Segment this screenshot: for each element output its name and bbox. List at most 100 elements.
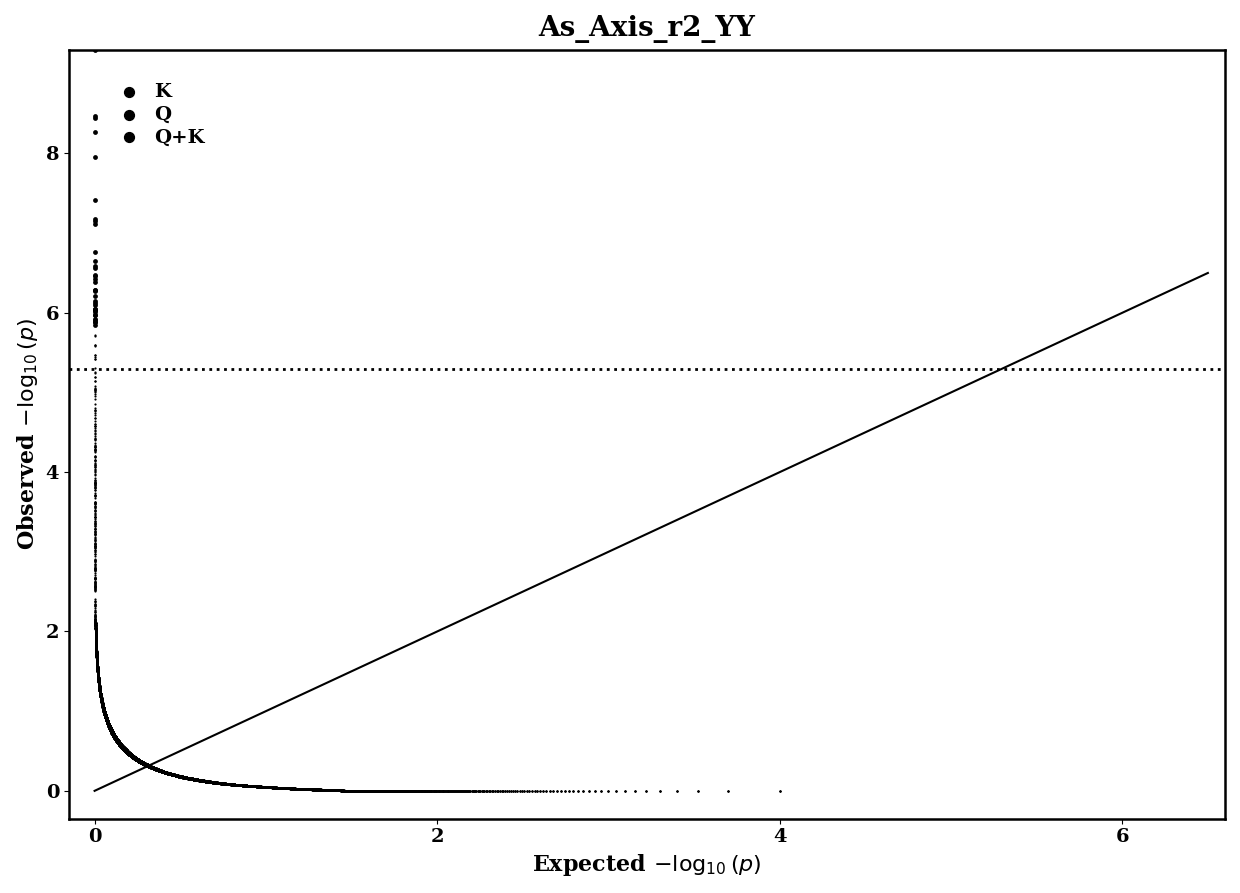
Point (89, 676, 109, 690)
Point (125, 751, 145, 765)
Point (153, 764, 172, 779)
Point (113, 740, 133, 755)
Point (229, 778, 249, 792)
Point (192, 773, 212, 788)
Point (247, 780, 267, 794)
Point (410, 784, 430, 798)
Point (89, 672, 109, 687)
Point (94, 705, 114, 719)
Point (102, 723, 122, 738)
Point (193, 773, 213, 788)
Point (187, 772, 207, 787)
Point (202, 775, 222, 789)
Point (191, 773, 211, 788)
Point (215, 776, 234, 790)
Point (162, 768, 182, 782)
Point (205, 775, 224, 789)
Point (92, 695, 112, 709)
Point (89, 676, 109, 690)
Point (190, 773, 210, 788)
Point (263, 780, 283, 795)
Point (109, 737, 129, 751)
Point (108, 735, 128, 749)
Point (205, 775, 224, 789)
Point (144, 761, 164, 775)
Point (118, 746, 138, 760)
Point (126, 752, 146, 766)
Point (144, 761, 164, 775)
Point (273, 780, 293, 795)
Point (221, 777, 241, 791)
Point (99, 718, 119, 732)
Point (174, 771, 193, 785)
Point (236, 779, 255, 793)
Point (103, 725, 123, 739)
Point (172, 770, 192, 784)
Point (144, 761, 164, 775)
Point (294, 782, 314, 797)
Point (131, 755, 151, 770)
Point (119, 747, 139, 761)
Point (117, 743, 136, 757)
Point (104, 728, 124, 742)
Point (165, 768, 185, 782)
Point (139, 758, 159, 772)
Point (207, 775, 227, 789)
Point (471, 784, 491, 798)
Point (93, 697, 113, 711)
Point (87, 643, 107, 657)
Point (119, 746, 139, 760)
Point (113, 739, 133, 754)
Point (223, 777, 243, 791)
Point (527, 784, 547, 798)
Point (105, 730, 125, 745)
Point (236, 778, 255, 792)
Point (107, 732, 126, 747)
Point (221, 777, 241, 791)
Point (119, 747, 139, 761)
Point (98, 717, 118, 731)
Point (141, 761, 161, 775)
Point (227, 778, 247, 792)
Point (95, 710, 115, 724)
Point (234, 779, 254, 793)
Point (105, 730, 125, 745)
Point (113, 740, 133, 755)
Point (94, 705, 114, 719)
Point (95, 709, 115, 723)
Point (126, 752, 146, 766)
Point (138, 758, 157, 772)
Point (222, 777, 242, 791)
Point (159, 766, 179, 780)
Point (92, 697, 112, 712)
Point (115, 745, 135, 759)
Point (108, 736, 128, 750)
Point (100, 722, 120, 737)
Point (138, 758, 157, 772)
Point (128, 753, 148, 767)
Point (122, 749, 141, 764)
Point (134, 756, 154, 771)
Point (117, 746, 136, 760)
Point (239, 779, 259, 793)
Point (154, 764, 174, 779)
Point (394, 784, 414, 798)
Point (190, 773, 210, 788)
Point (100, 722, 120, 736)
Point (108, 735, 128, 749)
Point (445, 784, 465, 798)
Point (93, 699, 113, 714)
Point (99, 719, 119, 733)
Point (371, 784, 391, 798)
Point (89, 680, 109, 694)
Point (290, 781, 310, 796)
Point (98, 716, 118, 730)
Point (104, 730, 124, 744)
Point (190, 773, 210, 788)
Point (264, 780, 284, 795)
Point (125, 752, 145, 766)
Point (107, 734, 126, 748)
Point (453, 784, 472, 798)
Point (195, 774, 215, 789)
Point (113, 741, 133, 755)
